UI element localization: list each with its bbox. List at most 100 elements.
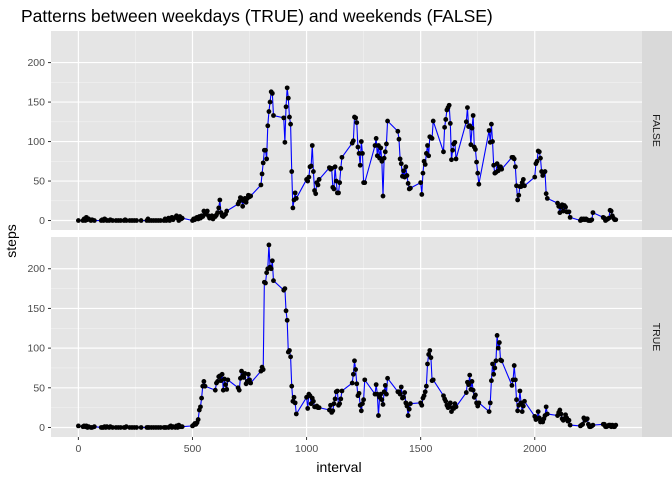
data-point (353, 115, 359, 121)
data-point (398, 161, 404, 167)
data-point (305, 178, 311, 184)
data-point (404, 173, 410, 178)
data-point (264, 156, 270, 162)
data-point (473, 147, 478, 152)
data-point (515, 197, 521, 203)
y-tick-label: 0 (39, 215, 45, 227)
data-point (362, 377, 368, 383)
data-point (134, 425, 139, 430)
data-point (382, 383, 388, 388)
x-tick-label: 1500 (409, 443, 433, 455)
data-point (306, 174, 312, 180)
data-point (520, 403, 526, 409)
data-point (356, 151, 362, 156)
series-points (75, 242, 619, 430)
data-point (511, 363, 517, 368)
data-point (378, 391, 384, 397)
data-point (475, 170, 481, 176)
data-point (350, 138, 356, 144)
data-point (398, 384, 404, 390)
data-point (401, 168, 406, 174)
data-point (265, 123, 271, 129)
facet-strip: TRUE (642, 237, 672, 437)
data-point (426, 153, 432, 159)
data-point (567, 214, 573, 220)
data-point (442, 124, 448, 130)
y-tick-label: 100 (27, 136, 45, 148)
data-point (395, 128, 401, 134)
data-point (263, 147, 268, 153)
data-point (469, 379, 475, 384)
data-point (287, 348, 292, 353)
data-point (236, 387, 242, 393)
data-point (376, 413, 381, 418)
data-point (260, 367, 266, 372)
data-point (590, 422, 596, 428)
data-point (380, 402, 386, 407)
data-point (453, 156, 459, 162)
data-point (288, 354, 293, 360)
data-point (470, 387, 476, 393)
data-point (179, 424, 185, 430)
data-point (337, 401, 343, 407)
data-point (271, 113, 276, 118)
x-tick-label: 1000 (295, 443, 319, 455)
data-point (490, 361, 495, 367)
data-point (313, 191, 319, 197)
data-point (491, 371, 497, 377)
data-point (271, 278, 276, 284)
data-point (134, 218, 139, 223)
data-point (269, 258, 275, 264)
data-point (514, 397, 519, 403)
data-point (465, 105, 470, 110)
data-point (293, 411, 299, 417)
data-point (332, 164, 338, 170)
data-point (557, 407, 563, 413)
data-point (259, 171, 265, 177)
data-point (248, 380, 254, 386)
data-point (421, 393, 427, 399)
data-point (289, 383, 295, 389)
data-point (407, 185, 413, 191)
data-point (463, 119, 469, 125)
facet-strip-background (642, 237, 672, 437)
data-point (118, 218, 123, 223)
data-point (118, 425, 123, 430)
data-point (407, 401, 413, 407)
data-point (358, 408, 364, 414)
data-point (248, 193, 254, 199)
y-axis-label: steps (3, 224, 19, 257)
data-point (355, 144, 361, 150)
data-point (123, 218, 129, 223)
data-point (336, 190, 341, 196)
data-point (349, 380, 355, 386)
panels-layer: 0 50 100 150 200 FALSE 0 50 100 150 200 TRUE 0 500 100… (27, 31, 672, 455)
data-point (331, 401, 337, 407)
data-point (287, 114, 292, 120)
data-point (499, 166, 505, 172)
data-point (468, 142, 474, 148)
series-points (75, 85, 619, 223)
data-point (201, 379, 207, 384)
data-point (239, 368, 244, 374)
data-point (217, 197, 223, 203)
data-point (443, 117, 449, 122)
data-point (397, 156, 403, 162)
y-tick-label: 200 (27, 263, 45, 275)
data-point (284, 317, 290, 323)
y-tick-label: 50 (33, 176, 45, 188)
panel-background (51, 31, 642, 230)
data-point (360, 401, 365, 407)
data-point (492, 365, 498, 371)
data-point (357, 162, 363, 168)
data-point (258, 182, 264, 188)
data-point (361, 397, 367, 403)
data-point (353, 367, 359, 372)
data-point (352, 358, 357, 364)
data-point (224, 208, 230, 214)
data-point (266, 242, 272, 248)
data-point (452, 139, 458, 145)
data-point (449, 157, 454, 163)
